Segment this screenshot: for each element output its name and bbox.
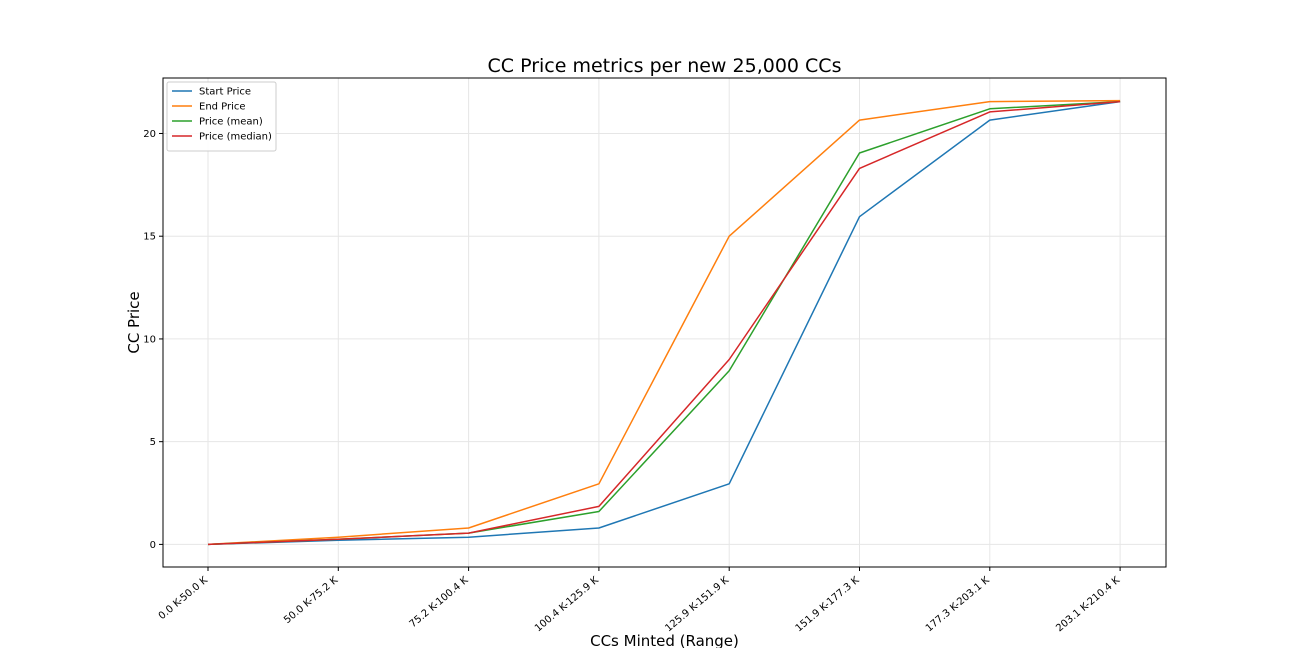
x-tick-label: 177.3 K-203.1 K — [924, 575, 992, 635]
x-tick-label: 125.9 K-151.9 K — [663, 575, 731, 635]
y-axis-label: CC Price — [125, 291, 143, 353]
y-axis: 0 5 10 15 20 — [143, 129, 163, 551]
y-tick-label: 20 — [143, 129, 156, 140]
x-tick-label: 100.4 K-125.9 K — [533, 575, 601, 635]
x-tick-label: 203.1 K-210.4 K — [1054, 575, 1122, 635]
legend-label: End Price — [199, 102, 246, 113]
legend-label: Price (median) — [199, 132, 272, 143]
chart-title: CC Price metrics per new 25,000 CCs — [488, 55, 842, 77]
y-tick-label: 5 — [150, 437, 156, 448]
legend: Start Price End Price Price (mean) Price (m… — [166, 81, 277, 152]
y-tick-label: 15 — [143, 232, 156, 243]
x-tick-label: 50.0 K-75.2 K — [282, 575, 340, 626]
grid — [163, 78, 1166, 567]
legend-label: Price (mean) — [199, 117, 263, 128]
y-tick-label: 0 — [150, 540, 156, 551]
x-axis: 0.0 K-50.0 K 50.0 K-75.2 K 75.2 K-100.4 K 1… — [157, 567, 1122, 635]
series-line — [207, 100, 1121, 546]
series-line — [207, 99, 1121, 546]
plot-area — [162, 77, 1167, 568]
x-tick-label: 151.9 K-177.3 K — [794, 575, 862, 635]
x-tick-label: 75.2 K-100.4 K — [408, 575, 471, 631]
series-lines — [207, 99, 1121, 546]
series-line — [207, 100, 1121, 546]
legend-label: Start Price — [199, 87, 251, 98]
x-axis-label: CCs Minted (Range) — [590, 632, 739, 648]
y-tick-label: 10 — [143, 334, 156, 345]
x-tick-label: 0.0 K-50.0 K — [157, 575, 211, 622]
series-line — [207, 100, 1121, 546]
legend-box — [166, 81, 277, 152]
